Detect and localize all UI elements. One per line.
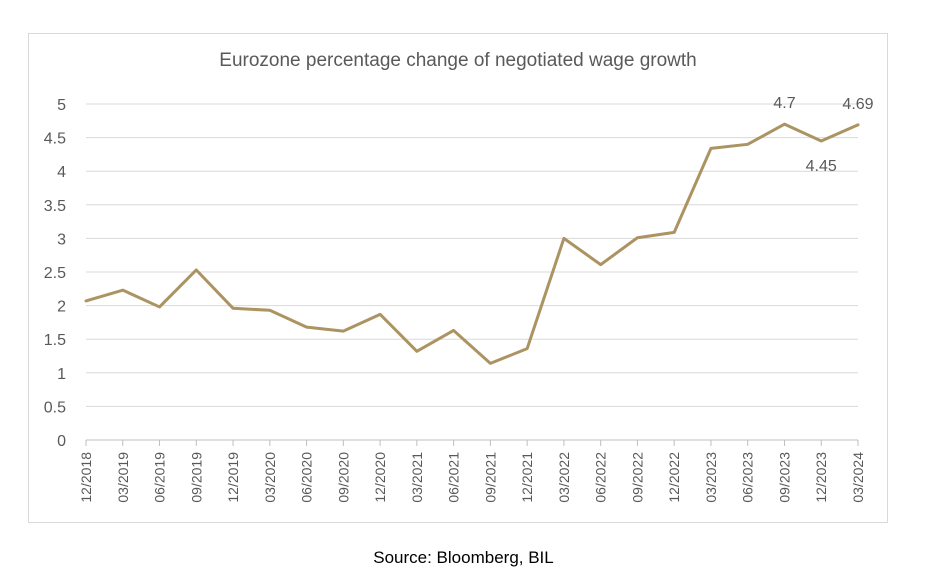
y-tick-label: 1 <box>57 366 66 383</box>
x-tick-label: 09/2019 <box>188 452 204 503</box>
x-tick-label: 09/2021 <box>482 452 498 503</box>
chart-frame <box>28 33 888 523</box>
series-line <box>84 122 860 365</box>
x-tick-label: 09/2022 <box>629 452 645 503</box>
y-tick-label: 2.5 <box>44 265 66 282</box>
x-tick-label: 09/2020 <box>335 452 351 503</box>
y-tick-label: 4 <box>57 164 66 181</box>
y-tick-label: 0 <box>57 433 66 450</box>
x-tick-label: 03/2022 <box>556 452 572 503</box>
x-tick-label: 06/2021 <box>446 452 462 503</box>
x-tick-label: 03/2021 <box>409 452 425 503</box>
x-tick-label: 03/2019 <box>115 452 131 503</box>
y-tick-label: 4.5 <box>44 131 66 148</box>
x-tick-label: 12/2019 <box>225 452 241 503</box>
x-tick-label: 12/2020 <box>372 452 388 503</box>
x-tick-label: 09/2023 <box>776 452 792 503</box>
y-tick-label: 1.5 <box>44 332 66 349</box>
x-tick-label: 12/2021 <box>519 452 535 503</box>
y-tick-label: 5 <box>57 97 66 114</box>
x-tick-label: 06/2019 <box>152 452 168 503</box>
x-tick-label: 03/2020 <box>262 452 278 503</box>
y-tick-label: 2 <box>57 299 66 316</box>
y-tick-label: 3.5 <box>44 198 66 215</box>
x-tick-label: 12/2022 <box>666 452 682 503</box>
data-label: 4.45 <box>806 158 837 175</box>
data-label: 4.7 <box>773 95 795 112</box>
source-note: Source: Bloomberg, BIL <box>373 548 554 567</box>
x-tick-label: 06/2023 <box>740 452 756 503</box>
x-tick-label: 06/2022 <box>593 452 609 503</box>
chart-title: Eurozone percentage change of negotiated… <box>219 50 697 71</box>
x-tick-label: 03/2023 <box>703 452 719 503</box>
y-tick-label: 0.5 <box>44 399 66 416</box>
x-tick-label: 06/2020 <box>299 452 315 503</box>
x-tick-label: 12/2018 <box>78 452 94 503</box>
data-label: 4.69 <box>842 96 873 113</box>
y-tick-label: 3 <box>57 231 66 248</box>
x-tick-label: 12/2023 <box>813 452 829 503</box>
x-tick-label: 03/2024 <box>850 452 866 503</box>
